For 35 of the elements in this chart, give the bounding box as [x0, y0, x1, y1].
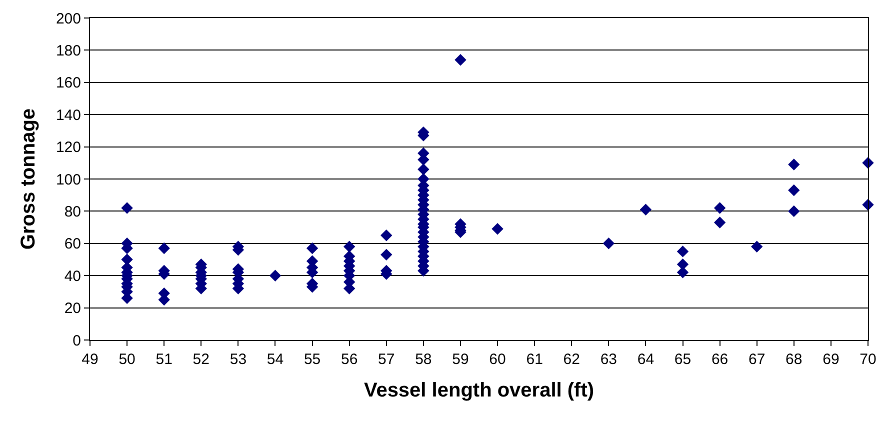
- x-tick-label: 52: [192, 351, 210, 368]
- x-tick-label: 50: [118, 351, 136, 368]
- x-tick-label: 57: [378, 351, 395, 368]
- y-tick-label: 200: [56, 10, 81, 28]
- y-tick-label: 0: [72, 332, 81, 350]
- y-tick-label: 80: [64, 203, 81, 220]
- x-tick-label: 63: [600, 351, 618, 368]
- x-tick-label: 51: [156, 351, 172, 368]
- x-tick-label: 66: [711, 351, 728, 368]
- y-tick-label: 180: [56, 42, 81, 60]
- x-tick-label: 60: [489, 351, 506, 368]
- x-tick-label: 54: [266, 351, 284, 368]
- x-tick-label: 64: [637, 351, 654, 368]
- y-tick-label: 100: [56, 171, 81, 188]
- y-tick-label: 140: [56, 106, 81, 124]
- x-tick-label: 59: [452, 351, 469, 368]
- x-tick-label: 62: [563, 351, 580, 368]
- y-tick-label: 60: [64, 236, 81, 253]
- y-axis-title: Gross tonnage: [17, 108, 40, 250]
- y-tick-label: 120: [56, 139, 81, 156]
- x-tick-label: 67: [748, 351, 766, 368]
- x-tick-label: 55: [304, 351, 321, 368]
- y-tick-label: 20: [64, 300, 81, 318]
- y-tick-label: 160: [56, 74, 81, 92]
- x-tick-label: 70: [860, 351, 876, 368]
- x-tick-label: 65: [674, 351, 692, 368]
- x-tick-label: 68: [786, 351, 802, 368]
- x-tick-label: 58: [415, 351, 432, 368]
- y-tick-label: 40: [64, 268, 81, 285]
- x-tick-label: 56: [340, 351, 358, 368]
- x-tick-label: 61: [526, 351, 543, 368]
- x-axis-title: Vessel length overall (ft): [364, 380, 594, 402]
- x-tick-label: 49: [82, 351, 98, 368]
- x-tick-label: 69: [822, 351, 840, 368]
- x-tick-label: 53: [230, 351, 247, 368]
